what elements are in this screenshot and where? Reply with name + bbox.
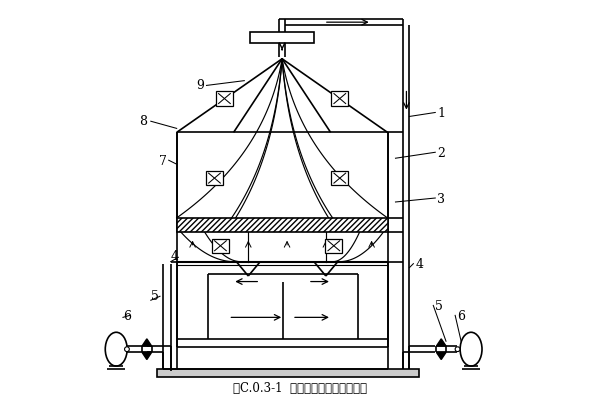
Text: 4: 4 (415, 257, 424, 271)
Bar (206, 172, 223, 186)
Text: 7: 7 (159, 154, 167, 167)
Ellipse shape (460, 332, 482, 366)
Circle shape (455, 347, 460, 352)
Bar (331, 92, 348, 106)
Bar (212, 239, 229, 253)
Text: 8: 8 (139, 115, 147, 128)
Text: 9: 9 (197, 79, 205, 92)
Polygon shape (436, 339, 446, 346)
Text: 4: 4 (171, 249, 179, 263)
Bar (331, 172, 348, 186)
Text: 2: 2 (437, 146, 445, 159)
Text: 5: 5 (151, 289, 158, 302)
Bar (176, 219, 388, 232)
Text: 6: 6 (457, 309, 465, 322)
Text: 图C.0.3-1  动态风荷载检测装置示意: 图C.0.3-1 动态风荷载检测装置示意 (233, 381, 367, 394)
Polygon shape (436, 352, 446, 360)
Text: 3: 3 (437, 192, 445, 205)
Bar (325, 239, 342, 253)
Bar (216, 92, 233, 106)
Bar (157, 369, 419, 377)
Text: 1: 1 (437, 107, 445, 119)
Polygon shape (142, 339, 152, 346)
Text: 5: 5 (435, 299, 443, 312)
Circle shape (125, 347, 130, 352)
Text: 6: 6 (123, 309, 131, 322)
Polygon shape (142, 352, 152, 360)
Bar (250, 32, 314, 44)
Ellipse shape (105, 332, 127, 366)
